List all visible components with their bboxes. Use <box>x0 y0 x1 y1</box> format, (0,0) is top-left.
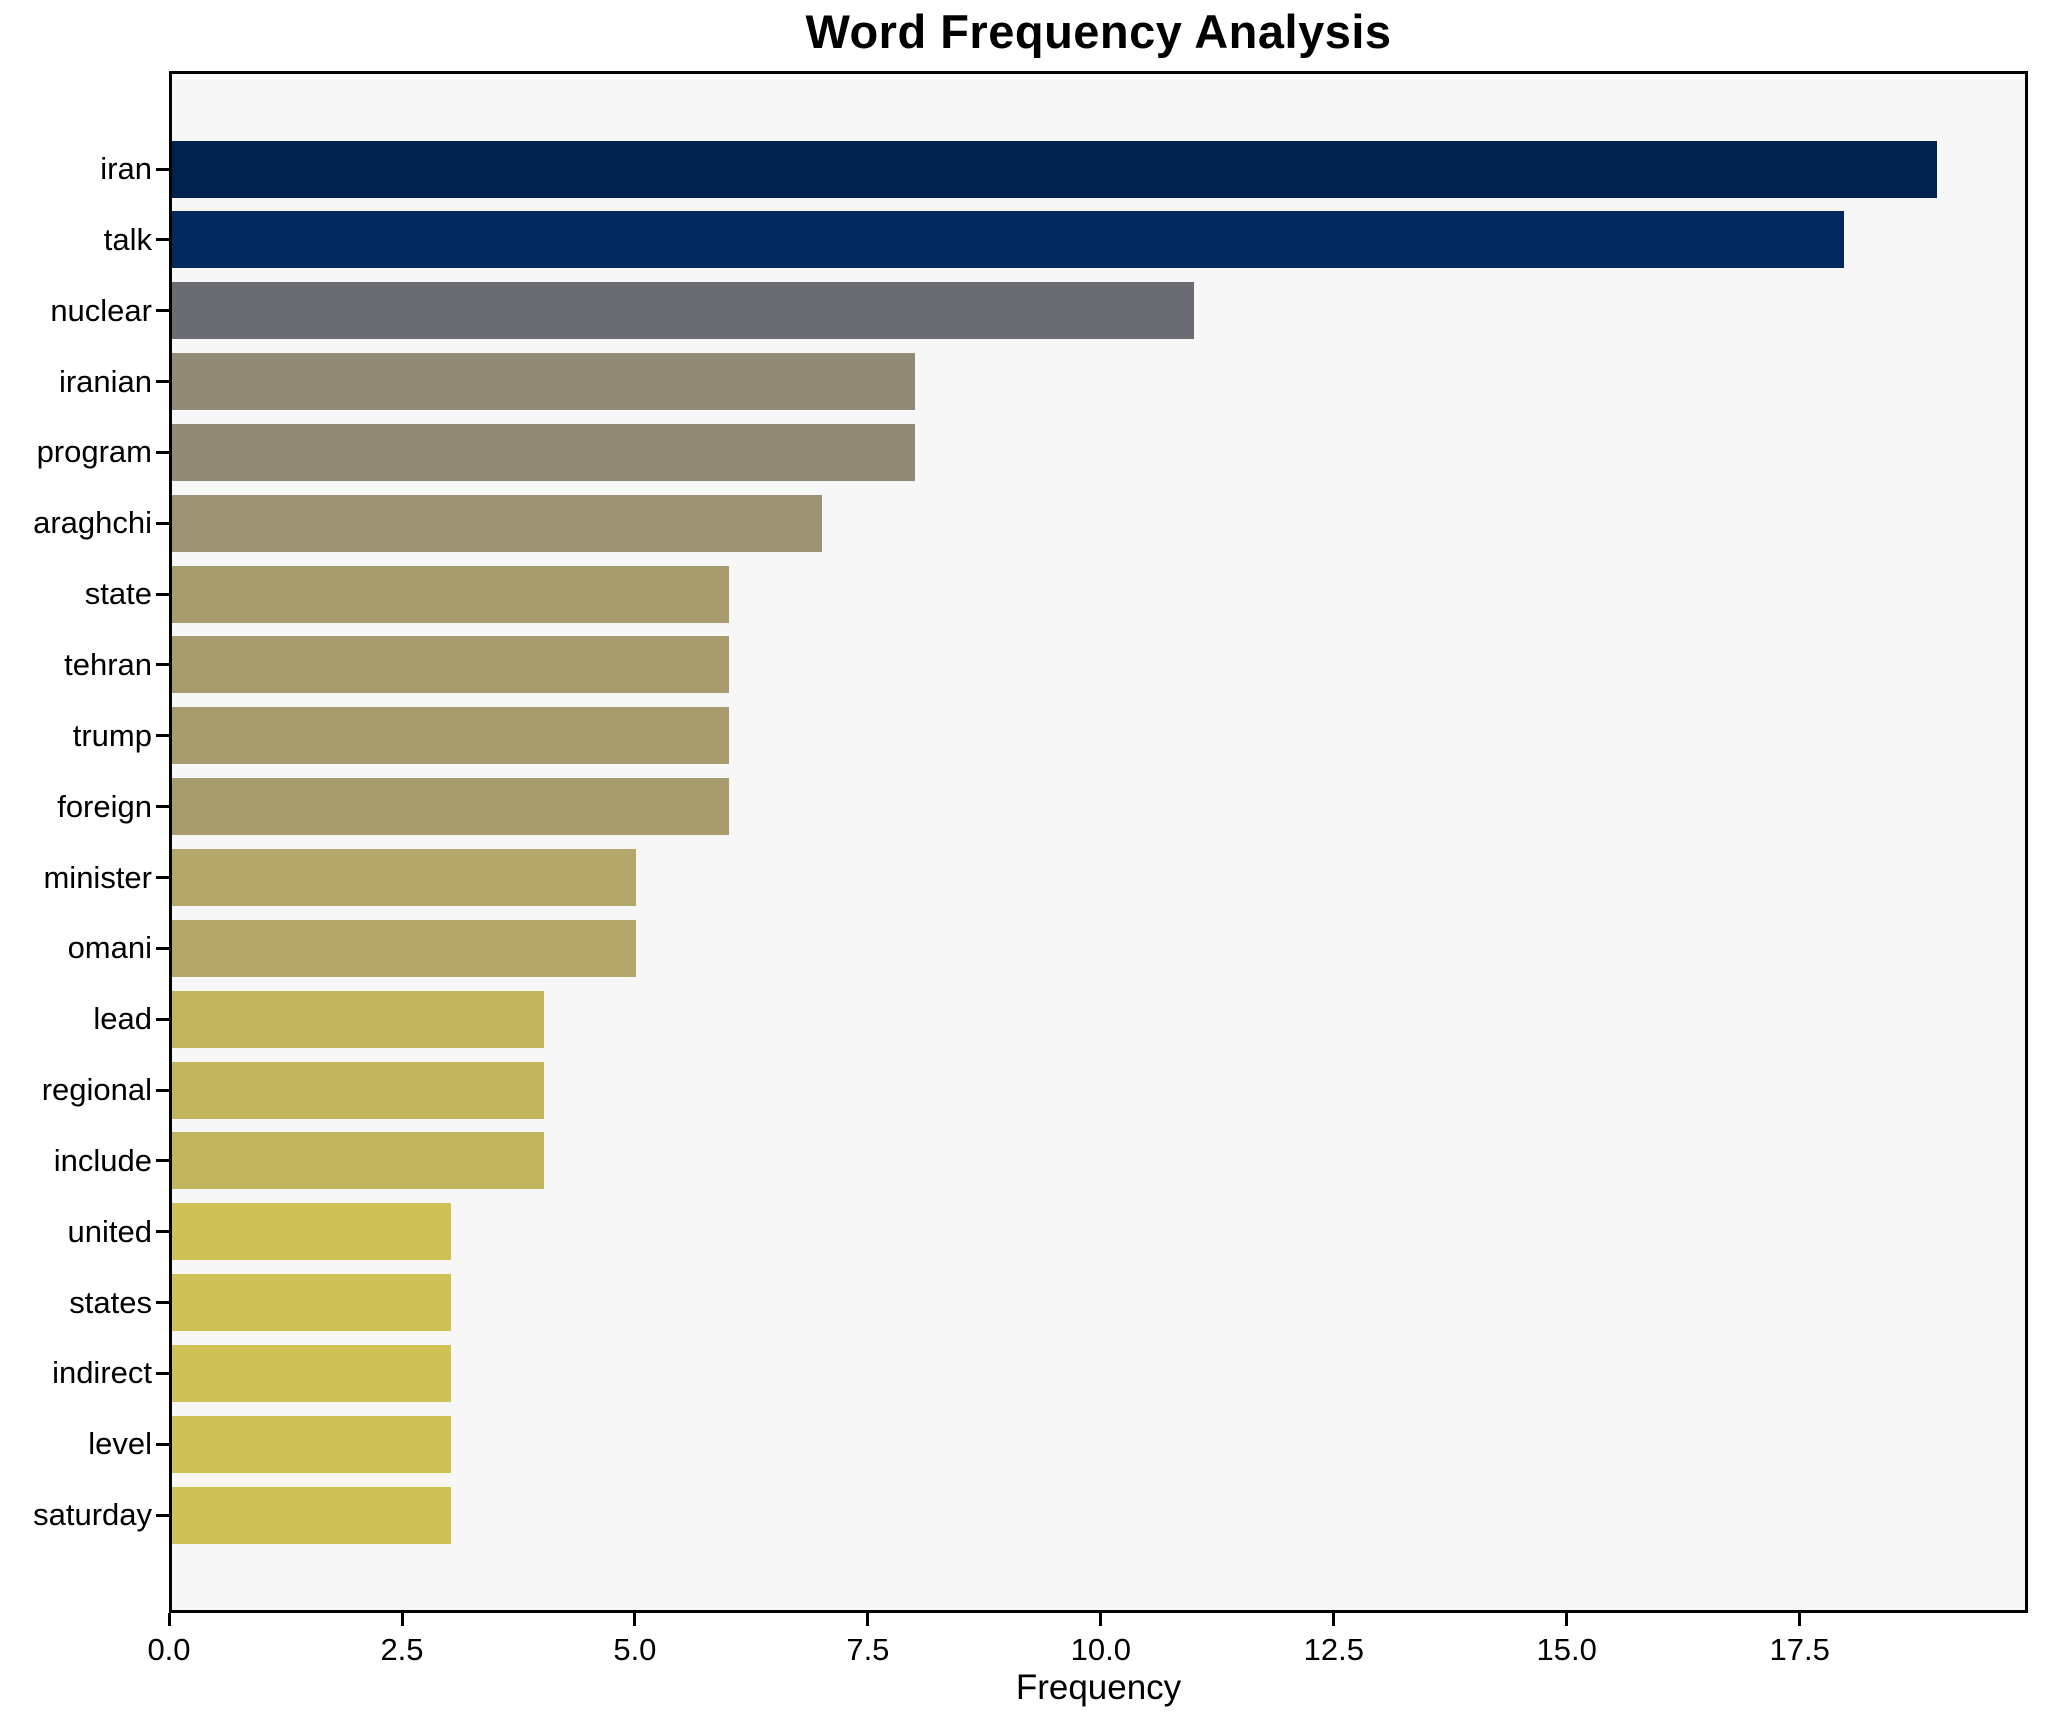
xtick-label-10.0: 10.0 <box>1070 1632 1131 1667</box>
bar-talk <box>172 211 1844 269</box>
bar-iran <box>172 140 1937 198</box>
bar-states <box>172 1274 451 1332</box>
ytick-mark <box>156 663 169 667</box>
ytick-label-united: united <box>67 1213 152 1249</box>
bar-lead <box>172 990 544 1048</box>
ytick-mark <box>156 1088 169 1092</box>
xtick-mark <box>866 1613 870 1626</box>
ytick-label-states: states <box>69 1284 152 1320</box>
ytick-label-level: level <box>88 1426 152 1462</box>
ytick-label-regional: regional <box>41 1072 152 1107</box>
bar-omani <box>172 919 637 977</box>
x-axis-label: Frequency <box>1015 1668 1182 1707</box>
ytick-label-indirect: indirect <box>52 1355 152 1391</box>
ytick-label-state: state <box>84 576 152 612</box>
bar-foreign <box>172 778 730 836</box>
xtick-label-0.0: 0.0 <box>147 1632 191 1667</box>
ytick-label-foreign: foreign <box>57 788 152 824</box>
ytick-mark <box>156 521 169 525</box>
ytick-mark <box>156 1017 169 1021</box>
ytick-label-iranian: iranian <box>58 363 152 399</box>
ytick-mark <box>156 734 169 738</box>
ytick-mark <box>156 946 169 950</box>
xtick-label-15.0: 15.0 <box>1536 1632 1597 1667</box>
ytick-label-saturday: saturday <box>33 1497 152 1533</box>
ytick-label-iran: iran <box>100 151 152 186</box>
xtick-mark <box>1565 1613 1569 1626</box>
ytick-label-omani: omani <box>67 930 152 966</box>
ytick-mark <box>156 1513 169 1517</box>
bar-regional <box>172 1061 544 1119</box>
bar-iranian <box>172 353 916 410</box>
ytick-label-trump: trump <box>72 717 152 753</box>
ytick-mark <box>156 592 169 596</box>
ytick-label-araghchi: araghchi <box>33 505 152 541</box>
bar-tehran <box>172 636 730 694</box>
ytick-mark <box>156 805 169 809</box>
ytick-mark <box>156 1230 169 1234</box>
ytick-mark <box>156 1371 169 1375</box>
xtick-mark <box>633 1613 637 1626</box>
plot-area <box>169 71 2028 1613</box>
ytick-mark <box>156 1159 169 1163</box>
xtick-mark <box>1099 1613 1103 1626</box>
ytick-mark <box>156 876 169 879</box>
bar-indirect <box>172 1344 451 1402</box>
ytick-mark <box>156 450 169 454</box>
xtick-label-5.0: 5.0 <box>613 1632 657 1667</box>
ytick-mark <box>156 1301 169 1305</box>
bar-united <box>172 1203 451 1261</box>
bar-minister <box>172 849 637 906</box>
ytick-label-lead: lead <box>93 1001 152 1037</box>
bar-level <box>172 1415 451 1473</box>
ytick-mark <box>156 309 169 313</box>
ytick-mark <box>156 380 169 383</box>
ytick-label-program: program <box>36 434 152 470</box>
xtick-mark <box>400 1613 404 1626</box>
chart-title: Word Frequency Analysis <box>805 5 1392 58</box>
xtick-label-7.5: 7.5 <box>846 1632 890 1667</box>
bar-saturday <box>172 1486 451 1544</box>
bar-trump <box>172 707 730 765</box>
ytick-label-include: include <box>53 1142 152 1178</box>
bar-nuclear <box>172 282 1194 340</box>
bar-araghchi <box>172 494 823 552</box>
xtick-mark <box>167 1613 171 1626</box>
bar-program <box>172 423 916 481</box>
ytick-label-nuclear: nuclear <box>50 292 152 328</box>
xtick-label-17.5: 17.5 <box>1769 1632 1830 1667</box>
ytick-label-talk: talk <box>103 221 152 257</box>
xtick-label-2.5: 2.5 <box>380 1632 424 1667</box>
ytick-mark <box>156 238 169 242</box>
xtick-label-12.5: 12.5 <box>1303 1632 1364 1667</box>
ytick-mark <box>156 1442 169 1446</box>
bar-state <box>172 565 730 623</box>
bar-include <box>172 1132 544 1190</box>
xtick-mark <box>1798 1613 1802 1626</box>
ytick-mark <box>156 167 169 171</box>
ytick-label-tehran: tehran <box>64 646 152 682</box>
xtick-mark <box>1332 1613 1336 1626</box>
ytick-label-minister: minister <box>43 859 152 895</box>
